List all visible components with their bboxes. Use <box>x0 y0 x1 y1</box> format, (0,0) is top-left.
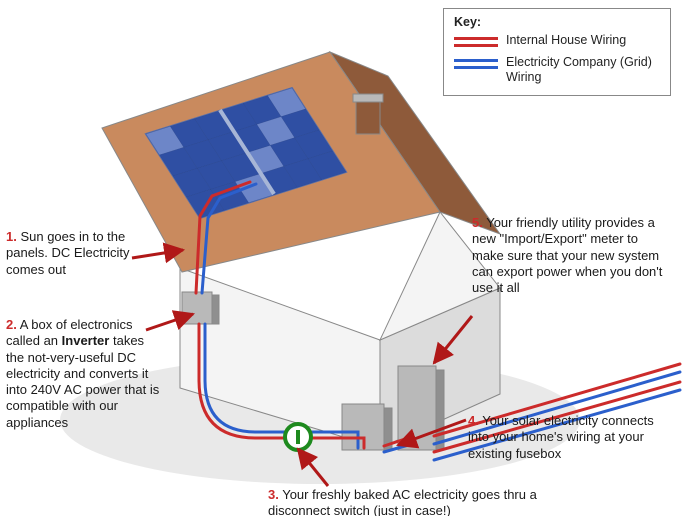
legend-row-internal: Internal House Wiring <box>454 33 660 51</box>
callout-3: 3. Your freshly baked AC electricity goe… <box>268 487 598 516</box>
legend-label-internal: Internal House Wiring <box>506 33 660 48</box>
legend-row-grid: Electricity Company (Grid) Wiring <box>454 55 660 85</box>
callout-1: 1. Sun goes in to the panels. DC Electri… <box>6 229 138 278</box>
callout-5: 5. Your friendly utility provides a new … <box>472 215 664 296</box>
callout-2: 2. A box of electronics called an Invert… <box>6 317 164 431</box>
legend-swatch-red <box>454 33 498 51</box>
legend-label-grid: Electricity Company (Grid) Wiring <box>506 55 660 85</box>
callout-4: 4. Your solar electricity connects into … <box>468 413 673 462</box>
legend-swatch-blue <box>454 55 498 73</box>
legend-title: Key: <box>454 15 660 29</box>
legend: Key: Internal House Wiring Electricity C… <box>443 8 671 96</box>
solar-diagram: { "canvas": { "w": 683, "h": 516, "bg": … <box>0 0 683 516</box>
